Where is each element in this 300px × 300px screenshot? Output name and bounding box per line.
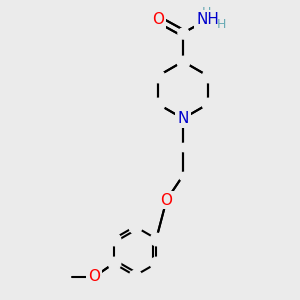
Text: N: N — [177, 111, 189, 126]
Text: NH: NH — [196, 12, 219, 27]
Text: H: H — [216, 17, 226, 31]
Text: O: O — [160, 193, 172, 208]
Text: O: O — [88, 269, 100, 284]
Text: O: O — [152, 12, 164, 27]
Text: H: H — [201, 5, 211, 19]
